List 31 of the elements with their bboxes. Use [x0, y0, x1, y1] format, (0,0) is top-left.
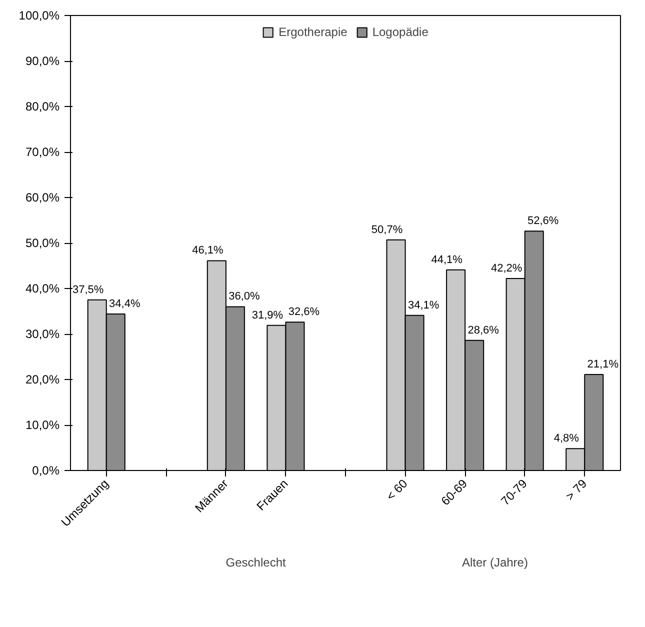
data-label: 36,0%	[228, 290, 260, 303]
text: Alter (Jahre)	[462, 556, 528, 570]
text: Geschlecht	[226, 556, 287, 570]
data-label: 42,2%	[490, 262, 522, 274]
y-tick-label: 60,0%	[25, 190, 60, 204]
x-tick-label: > 79	[562, 476, 590, 504]
data-label: 34,1%	[408, 299, 440, 312]
data-label: 21,1%	[587, 358, 619, 370]
legend-label: Ergotherapie	[278, 25, 348, 39]
data-label: 31,9%	[252, 309, 284, 322]
y-tick-label: 70,0%	[25, 145, 60, 159]
y-tick-label: 20,0%	[25, 372, 60, 386]
y-tick-label: 80,0%	[25, 100, 60, 114]
data-label: 4,8%	[554, 432, 580, 445]
y-tick-label: 10,0%	[25, 418, 60, 432]
x-tick-label: < 60	[384, 476, 410, 504]
data-label: 28,6%	[468, 324, 500, 336]
y-tick-label: 100,0%	[18, 8, 60, 22]
data-label: 46,1%	[192, 244, 224, 257]
y-tick-label: 40,0%	[25, 282, 60, 296]
data-label: 32,6%	[288, 306, 320, 318]
data-label: 34,4%	[109, 298, 140, 310]
y-tick-label: 50,0%	[25, 236, 60, 250]
y-tick-label: 0,0%	[32, 464, 60, 478]
data-label: 52,6%	[528, 215, 559, 228]
data-label: 50,7%	[371, 224, 403, 236]
y-tick-label: 90,0%	[25, 54, 60, 68]
data-label: 44,1%	[431, 254, 463, 266]
legend-label: Logopädie	[372, 25, 428, 39]
y-tick-label: 30,0%	[25, 327, 60, 341]
data-label: 37,5%	[72, 284, 104, 296]
